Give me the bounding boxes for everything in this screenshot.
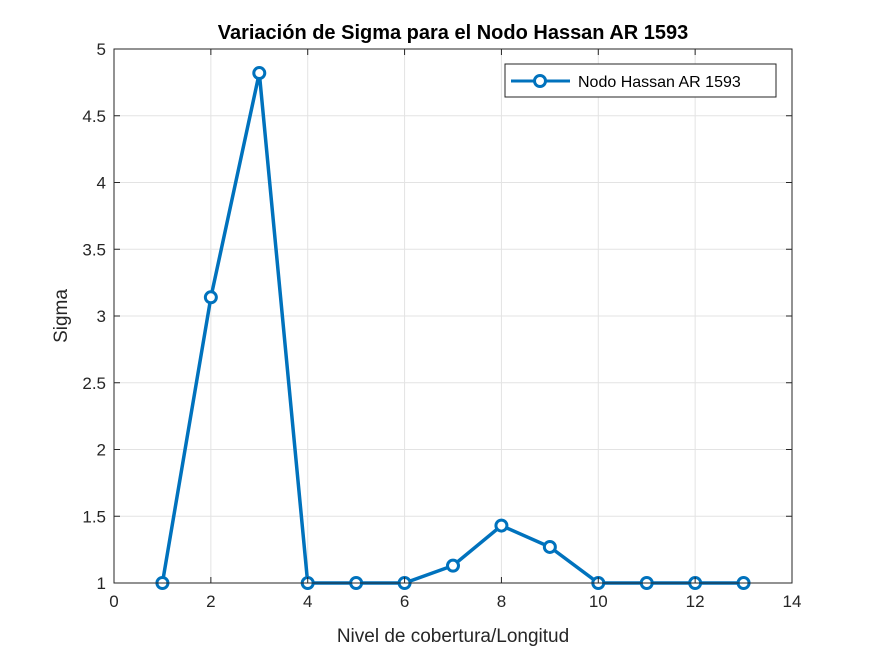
y-tick-label-4: 3 — [97, 307, 106, 326]
y-tick-label-0: 1 — [97, 574, 106, 593]
x-tick-label-2: 4 — [303, 592, 312, 611]
y-tick-label-6: 4 — [97, 174, 106, 193]
y-tick-label-8: 5 — [97, 40, 106, 59]
x-tick-labels: 0 2 4 6 8 10 12 14 — [109, 592, 801, 611]
x-tick-label-4: 8 — [497, 592, 506, 611]
y-tick-labels: 1 1.5 2 2.5 3 3.5 4 4.5 5 — [82, 40, 106, 593]
x-tick-label-3: 6 — [400, 592, 409, 611]
y-axis-label: Sigma — [51, 289, 72, 343]
x-tick-label-5: 10 — [589, 592, 608, 611]
data-point-0-7 — [494, 518, 509, 533]
legend-marker-swatch — [533, 74, 547, 88]
legend-label: Nodo Hassan AR 1593 — [578, 74, 741, 91]
legend: Nodo Hassan AR 1593 — [504, 63, 777, 98]
y-tick-label-3: 2.5 — [82, 374, 106, 393]
x-tick-label-1: 2 — [206, 592, 215, 611]
y-tick-label-7: 4.5 — [82, 107, 106, 126]
axis-ticks — [113, 48, 793, 584]
y-tick-label-2: 2 — [97, 441, 106, 460]
data-point-0-2 — [252, 66, 267, 81]
x-tick-label-7: 14 — [783, 592, 802, 611]
data-point-0-6 — [446, 558, 460, 573]
data-point-0-1 — [203, 290, 218, 305]
x-tick-label-0: 0 — [109, 592, 118, 611]
data-point-0-8 — [542, 539, 557, 554]
x-axis-label: Nivel de cobertura/Longitud — [337, 626, 569, 647]
y-tick-label-5: 3.5 — [82, 240, 106, 259]
y-tick-label-1: 1.5 — [82, 507, 106, 526]
chart-title: Variación de Sigma para el Nodo Hassan A… — [218, 22, 689, 44]
x-tick-label-6: 12 — [686, 592, 705, 611]
